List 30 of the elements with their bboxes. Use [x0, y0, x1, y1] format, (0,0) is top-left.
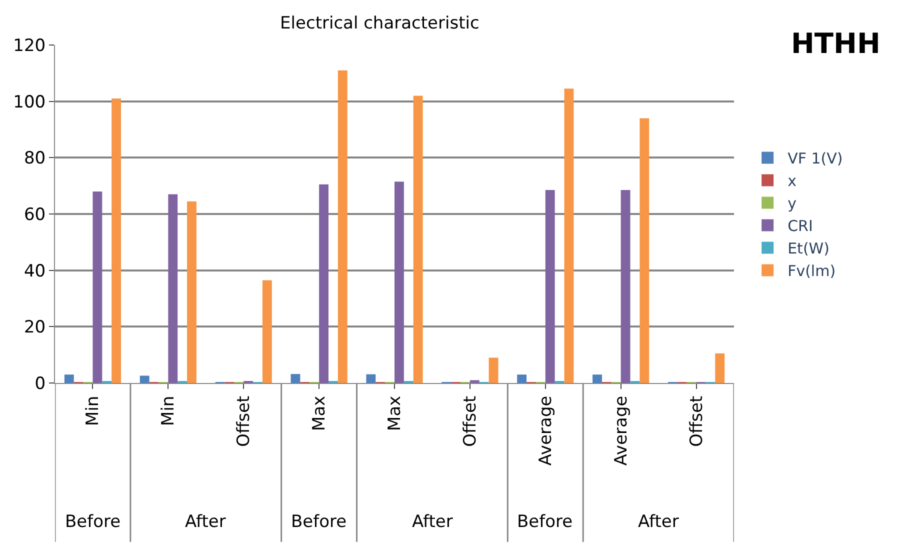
y-tick-label: 60: [24, 204, 46, 225]
x-tick-label: Average: [611, 396, 632, 466]
x-tick-label: Offset: [686, 395, 707, 447]
legend-label: Fv(lm): [788, 262, 836, 280]
text: Before: [291, 512, 347, 532]
text: After: [412, 512, 453, 532]
text: After: [185, 512, 226, 532]
y-tick-label: 0: [34, 374, 46, 394]
legend-label: x: [788, 172, 797, 190]
x-tick-label: Average: [536, 396, 556, 466]
legend-label: y: [788, 194, 797, 213]
x-tick-label: Max: [385, 396, 406, 431]
x-tick-label: Min: [158, 396, 179, 426]
text: Before: [517, 512, 573, 532]
text: Before: [65, 512, 121, 532]
text: After: [638, 512, 679, 532]
y-tick-label: 40: [24, 261, 46, 282]
x-tick-label: Offset: [460, 395, 480, 447]
legend-label: Et(W): [788, 240, 830, 258]
chart-title: Electrical characteristic: [280, 13, 480, 34]
y-tick-label: 80: [24, 148, 46, 169]
y-tick-label: 100: [13, 92, 46, 112]
y-tick-label: 20: [24, 318, 46, 338]
legend-label: CRI: [788, 217, 813, 236]
y-tick-label: 120: [13, 36, 46, 56]
x-tick-label: Min: [83, 396, 104, 426]
x-tick-label: Max: [310, 396, 330, 431]
legend-label: VF 1(V): [788, 150, 843, 168]
x-tick-label: Offset: [234, 395, 254, 447]
text: HTHH: [791, 27, 880, 60]
